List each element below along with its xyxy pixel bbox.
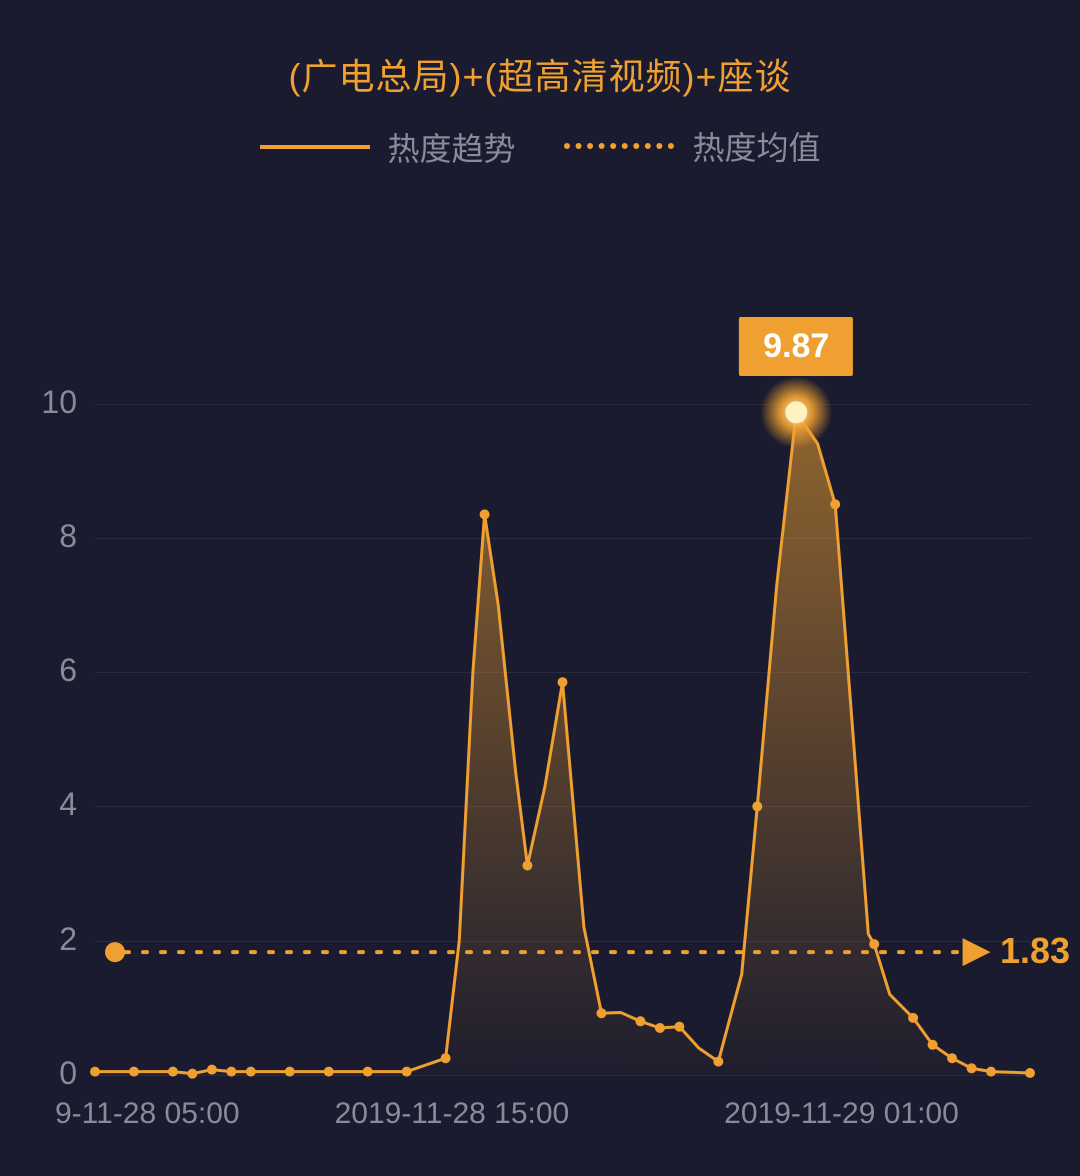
data-point	[928, 1040, 938, 1050]
chart-area: 02468109-11-28 05:002019-11-28 15:002019…	[0, 220, 1080, 1176]
data-point	[558, 677, 568, 687]
data-point	[635, 1016, 645, 1026]
data-point	[522, 861, 532, 871]
data-point	[480, 509, 490, 519]
peak-callout: 9.87	[739, 317, 853, 376]
data-point	[246, 1067, 256, 1077]
chart-svg	[0, 220, 1080, 1176]
data-point	[285, 1067, 295, 1077]
mean-start-dot	[105, 942, 125, 962]
legend-trend-label: 热度趋势	[388, 124, 516, 170]
data-point	[324, 1067, 334, 1077]
data-point	[129, 1067, 139, 1077]
data-point	[830, 499, 840, 509]
area-fill	[95, 412, 1030, 1075]
data-point	[655, 1023, 665, 1033]
chart-legend: 热度趋势 热度均值	[0, 120, 1080, 170]
data-point	[168, 1067, 178, 1077]
legend-mean-icon	[564, 143, 674, 149]
data-point	[947, 1053, 957, 1063]
legend-mean-label: 热度均值	[692, 123, 820, 169]
data-point	[187, 1069, 197, 1079]
data-point	[674, 1022, 684, 1032]
data-point	[207, 1065, 217, 1075]
data-point	[967, 1063, 977, 1073]
data-point	[441, 1053, 451, 1063]
data-point	[596, 1008, 606, 1018]
data-point	[869, 939, 879, 949]
data-point	[363, 1067, 373, 1077]
data-point	[713, 1057, 723, 1067]
data-point	[90, 1067, 100, 1077]
data-point	[908, 1013, 918, 1023]
legend-trend-icon	[260, 145, 370, 149]
data-point	[752, 801, 762, 811]
chart-title: (广电总局)+(超高清视频)+座谈	[0, 48, 1080, 100]
legend-mean: 热度均值	[564, 123, 820, 169]
data-point	[1025, 1068, 1035, 1078]
data-point	[986, 1067, 996, 1077]
peak-dot	[785, 401, 807, 423]
data-point	[402, 1067, 412, 1077]
data-point	[226, 1067, 236, 1077]
mean-value-label: 1.83	[1000, 930, 1070, 972]
legend-trend: 热度趋势	[260, 124, 516, 170]
chart-container: (广电总局)+(超高清视频)+座谈 热度趋势 热度均值 02468109-11-…	[0, 0, 1080, 1176]
